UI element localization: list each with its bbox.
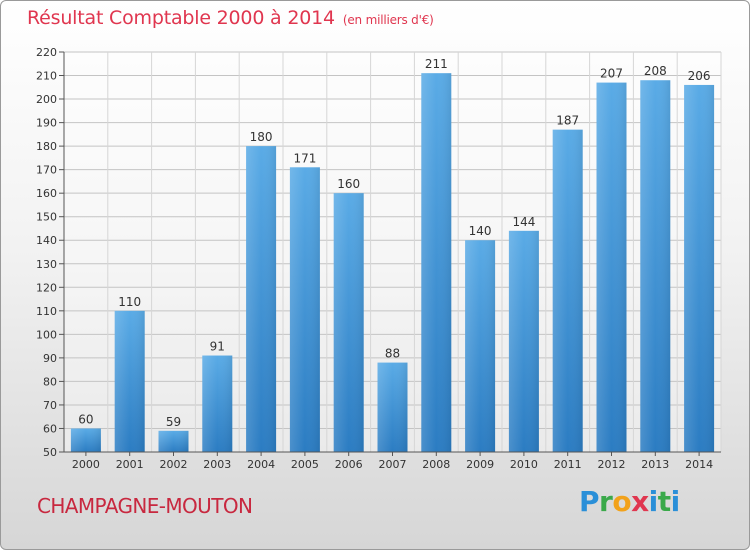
value-label: 110: [118, 295, 141, 309]
x-tick-label: 2013: [641, 458, 669, 471]
value-label: 60: [78, 412, 93, 426]
bar-shine: [377, 362, 408, 452]
y-tick-label: 80: [43, 375, 57, 388]
bar-shine: [289, 167, 320, 452]
x-tick-label: 2010: [510, 458, 538, 471]
bar-shine: [640, 80, 671, 452]
bar-shine: [552, 129, 583, 452]
x-tick-label: 2000: [72, 458, 100, 471]
x-tick-label: 2004: [247, 458, 275, 471]
chart-title-row: Résultat Comptable 2000 à 2014 (en millie…: [27, 7, 434, 29]
x-tick-label: 2001: [116, 458, 144, 471]
x-tick-label: 2007: [379, 458, 407, 471]
value-label: 140: [469, 224, 492, 238]
y-tick-label: 90: [43, 352, 57, 365]
y-tick-label: 50: [43, 446, 57, 459]
y-tick-label: 170: [36, 164, 57, 177]
value-label: 187: [556, 114, 579, 128]
y-tick-label: 60: [43, 422, 57, 435]
value-label: 208: [644, 64, 667, 78]
x-tick-label: 2012: [598, 458, 626, 471]
bar-shine: [114, 310, 145, 452]
value-label: 88: [385, 347, 400, 361]
x-tick-label: 2014: [685, 458, 713, 471]
x-tick-label: 2011: [554, 458, 582, 471]
bar-shine: [246, 146, 277, 452]
y-tick-label: 190: [36, 117, 57, 130]
value-label: 91: [210, 340, 225, 354]
bar-shine: [684, 84, 715, 453]
bar-shine: [202, 355, 233, 452]
chart-title: Résultat Comptable 2000 à 2014: [27, 7, 335, 29]
x-tick-label: 2006: [335, 458, 363, 471]
y-tick-label: 200: [36, 93, 57, 106]
bar-shine: [70, 428, 101, 452]
y-tick-label: 210: [36, 70, 57, 83]
y-tick-label: 150: [36, 211, 57, 224]
proxiti-logo[interactable]: Proxiti: [579, 485, 680, 518]
city-name: CHAMPAGNE-MOUTON: [37, 494, 253, 518]
bar-shine: [421, 73, 452, 453]
y-tick-label: 120: [36, 281, 57, 294]
value-label: 171: [293, 151, 316, 165]
x-tick-label: 2002: [160, 458, 188, 471]
x-tick-label: 2005: [291, 458, 319, 471]
value-label: 206: [688, 69, 711, 83]
y-tick-label: 70: [43, 399, 57, 412]
x-tick-label: 2008: [422, 458, 450, 471]
bar-shine: [508, 230, 539, 452]
y-tick-label: 110: [36, 305, 57, 318]
value-label: 207: [600, 67, 623, 81]
y-tick-label: 140: [36, 234, 57, 247]
chart-subtitle: (en milliers d'€): [342, 13, 434, 27]
bar-shine: [158, 430, 189, 452]
y-tick-label: 100: [36, 328, 57, 341]
value-label: 211: [425, 57, 448, 71]
y-tick-label: 160: [36, 187, 57, 200]
x-tick-label: 2009: [466, 458, 494, 471]
y-tick-label: 180: [36, 140, 57, 153]
y-tick-label: 220: [36, 46, 57, 59]
bar-shine: [333, 193, 364, 453]
value-label: 180: [250, 130, 273, 144]
x-tick-label: 2003: [203, 458, 231, 471]
value-label: 144: [512, 215, 535, 229]
value-label: 160: [337, 177, 360, 191]
value-label: 59: [166, 415, 181, 429]
y-tick-label: 130: [36, 258, 57, 271]
bar-shine: [465, 240, 496, 452]
bar-shine: [596, 82, 627, 453]
